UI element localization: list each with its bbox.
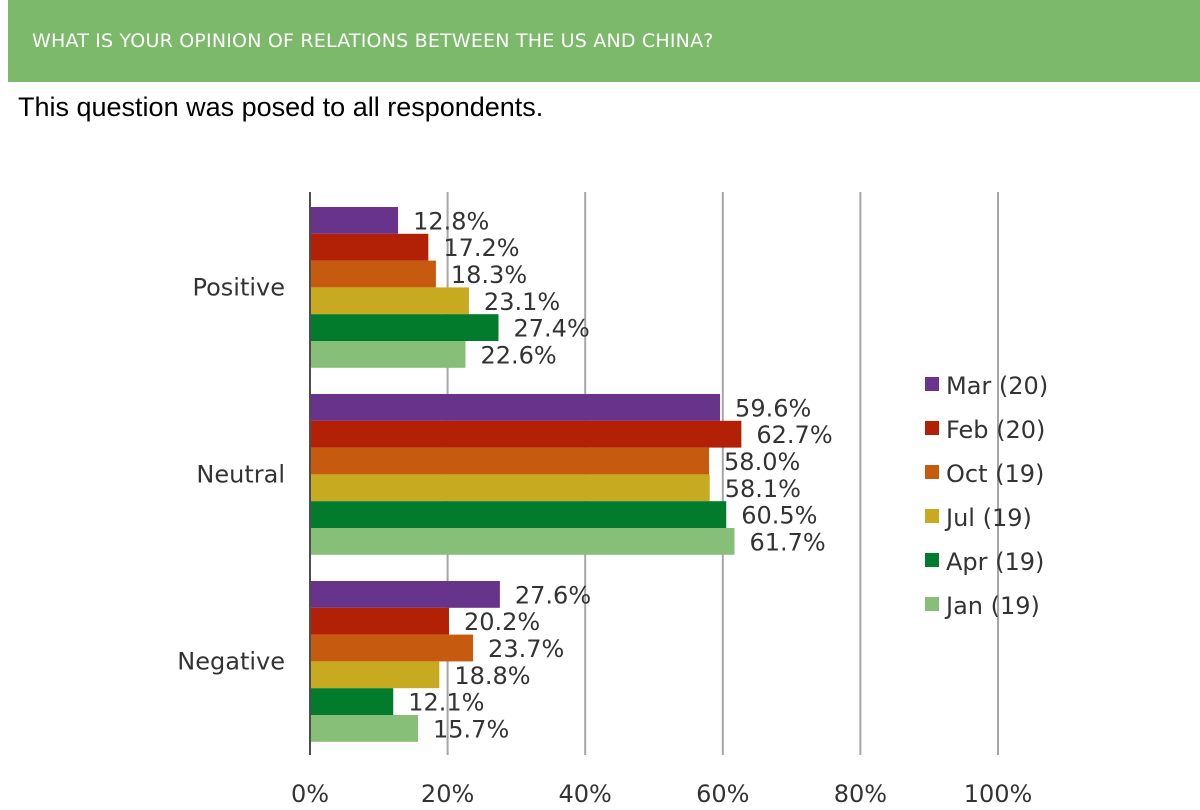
- data-label: 62.7%: [756, 421, 832, 449]
- legend-entry: Jan (19): [944, 592, 1040, 620]
- data-label: 58.0%: [724, 448, 800, 476]
- legend-entry: Feb (20): [946, 416, 1045, 444]
- category-label: Negative: [177, 647, 285, 675]
- x-tick-label: 0%: [291, 780, 329, 808]
- data-label: 58.1%: [725, 475, 801, 503]
- bar-neutral: [310, 420, 742, 448]
- header-banner: WHAT IS YOUR OPINION OF RELATIONS BETWEE…: [8, 0, 1200, 82]
- legend-entry: Jul (19): [944, 504, 1032, 532]
- bar-positive: [310, 287, 469, 315]
- data-label: 59.6%: [735, 394, 811, 422]
- legend-swatch: [925, 553, 939, 567]
- legend-swatch: [925, 509, 939, 523]
- legend-entry: Mar (20): [946, 372, 1048, 400]
- legend-entry: Oct (19): [946, 460, 1044, 488]
- bar-negative: [310, 688, 394, 715]
- bar-positive: [310, 233, 429, 261]
- bar-negative: [310, 715, 419, 742]
- question-title: WHAT IS YOUR OPINION OF RELATIONS BETWEE…: [32, 30, 714, 52]
- data-label: 20.2%: [464, 608, 540, 636]
- bar-positive: [310, 341, 466, 368]
- data-label: 60.5%: [741, 502, 817, 530]
- x-tick-label: 100%: [964, 780, 1033, 808]
- data-label: 23.1%: [484, 288, 560, 316]
- data-label: 61.7%: [749, 528, 825, 556]
- x-tick-label: 80%: [834, 780, 887, 808]
- data-label: 27.6%: [515, 581, 591, 609]
- bar-neutral: [310, 474, 710, 502]
- legend-swatch: [925, 421, 939, 435]
- x-tick-label: 60%: [696, 780, 749, 808]
- data-label: 12.8%: [413, 207, 489, 235]
- bar-neutral: [310, 394, 721, 421]
- data-label: 23.7%: [488, 635, 564, 663]
- data-label: 22.6%: [480, 341, 556, 369]
- respondents-note: This question was posed to all responden…: [18, 92, 544, 122]
- bar-negative: [310, 607, 449, 635]
- data-label: 27.4%: [514, 315, 590, 343]
- bar-positive: [310, 314, 499, 341]
- bar-negative: [310, 661, 440, 689]
- bar-negative: [310, 581, 500, 608]
- x-tick-label: 40%: [559, 780, 612, 808]
- bar-positive: [310, 207, 399, 234]
- x-tick-label: 20%: [421, 780, 474, 808]
- category-label: Neutral: [196, 460, 285, 488]
- data-label: 17.2%: [443, 234, 519, 262]
- category-label: Positive: [192, 273, 285, 301]
- data-label: 18.8%: [454, 662, 530, 690]
- bar-negative: [310, 634, 474, 662]
- legend-swatch: [925, 377, 939, 391]
- bar-neutral: [310, 528, 735, 555]
- data-label: 12.1%: [408, 689, 484, 717]
- legend-swatch: [925, 465, 939, 479]
- legend-entry: Apr (19): [946, 548, 1044, 576]
- bar-neutral: [310, 501, 727, 528]
- legend-swatch: [925, 597, 939, 611]
- data-label: 15.7%: [433, 715, 509, 743]
- bar-neutral: [310, 447, 710, 475]
- data-label: 18.3%: [451, 261, 527, 289]
- bar-positive: [310, 260, 436, 288]
